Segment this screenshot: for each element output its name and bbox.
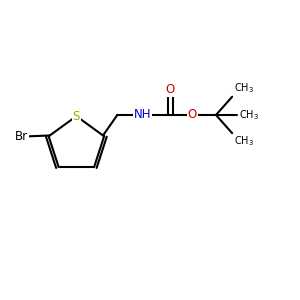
Text: O: O	[166, 83, 175, 96]
Text: NH: NH	[134, 109, 151, 122]
Text: Br: Br	[15, 130, 28, 143]
Text: CH$_3$: CH$_3$	[234, 81, 254, 95]
Text: CH$_3$: CH$_3$	[239, 108, 259, 122]
Text: CH$_3$: CH$_3$	[234, 135, 254, 148]
Text: O: O	[188, 109, 197, 122]
Text: S: S	[73, 110, 80, 123]
